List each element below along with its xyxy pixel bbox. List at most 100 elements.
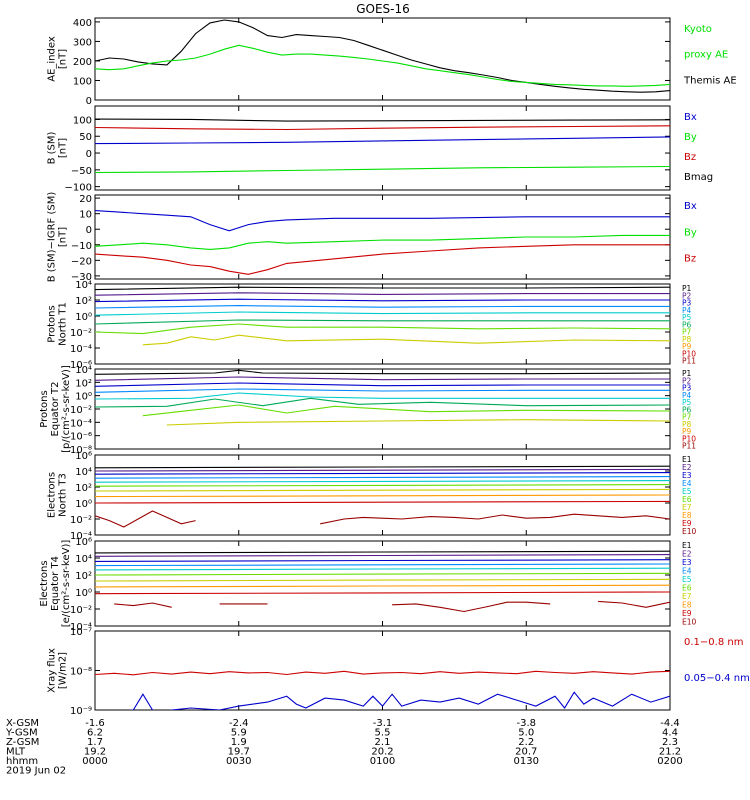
y-tick-label: 10⁻⁸ — [70, 667, 92, 678]
x-row-value: 2.3 — [662, 737, 678, 748]
legend-entry: proxy AE — [684, 50, 728, 61]
legend-entry: Bx — [684, 201, 697, 212]
series-p8 — [166, 419, 670, 426]
y-axis-label: [e/(cm²-s-sr-keV)] — [61, 540, 72, 628]
x-row-value: -1.6 — [85, 718, 105, 729]
series-e9 — [95, 500, 670, 504]
y-tick-label: 10⁴ — [75, 554, 92, 565]
y-tick-label: 10⁴ — [75, 467, 92, 478]
y-axis-label: Protons — [47, 305, 58, 342]
series-e2 — [95, 468, 670, 472]
legend-entry: P7 — [682, 413, 692, 422]
legend-entry: E6 — [682, 584, 692, 593]
x-row-label: Y-GSM — [5, 728, 38, 739]
series-p2 — [95, 292, 670, 296]
legend-entry: E9 — [682, 519, 692, 528]
series-e4 — [95, 563, 670, 567]
legend-entry: P1 — [682, 369, 692, 378]
series-p1 — [95, 369, 670, 375]
x-row-label: hhmm — [6, 756, 38, 767]
series-p6 — [95, 397, 670, 408]
series-bx — [95, 210, 670, 232]
y-tick-label: 10² — [75, 378, 92, 389]
panel-frame — [94, 17, 671, 101]
x-row-value: 21.2 — [659, 747, 681, 758]
legend-entry: P1 — [682, 284, 692, 293]
series-e7 — [95, 488, 670, 492]
legend-entry: P3 — [682, 384, 692, 393]
series-e10 — [392, 601, 551, 613]
x-row-value: 2.2 — [518, 737, 534, 748]
y-tick-label: 10⁻⁴ — [70, 344, 92, 355]
y-tick-label: −100 — [65, 183, 92, 194]
y-tick-label: 10⁻² — [70, 405, 92, 416]
legend: Kyoto proxy AE Themis AE — [683, 24, 737, 86]
series-p8 — [142, 334, 670, 346]
series-e10 — [320, 513, 670, 525]
y-tick-label: 200 — [73, 57, 92, 68]
y-tick-label: 10⁶ — [75, 451, 92, 462]
y-tick-label: 10⁻⁷ — [70, 627, 92, 638]
x-row-value: 0030 — [226, 756, 251, 767]
y-tick-label: 10⁻² — [70, 328, 92, 339]
legend-entry: E5 — [682, 575, 692, 584]
legend-entry: P6 — [682, 320, 692, 329]
x-row-value: -4.4 — [660, 718, 680, 729]
y-axis-label: North T1 — [58, 302, 69, 346]
y-tick-label: 0 — [86, 225, 92, 236]
y-axis-label: B (SM) — [47, 131, 58, 164]
series-group — [95, 550, 670, 613]
series-p5 — [95, 392, 670, 400]
series-e2 — [95, 554, 670, 557]
series-e8 — [95, 584, 670, 588]
x-date-label: 2019 Jun 02 — [6, 766, 66, 777]
y-axis-label: B (SM)−IGRF (SM) — [47, 192, 58, 283]
y-tick-label: 10⁰ — [75, 499, 92, 510]
x-row-value: -2.4 — [229, 718, 249, 729]
legend-entry: E3 — [682, 558, 692, 567]
x-row-value: 0000 — [82, 756, 107, 767]
legend-entry: P2 — [682, 376, 692, 385]
legend-entry: E1 — [682, 455, 692, 464]
y-axis-label: [p/(cm²-s-sr-keV)] — [61, 365, 72, 453]
x-row-value: 1.9 — [231, 737, 247, 748]
series-e10 — [598, 600, 670, 608]
y-axis-label: North T3 — [58, 473, 69, 517]
legend-entry: P10 — [682, 434, 696, 443]
panel-ae: 0 100 200 300 400 AE_index [nT] Kyoto proxy AE Th… — [47, 17, 737, 107]
x-row-value: 0130 — [514, 756, 539, 767]
series-e10 — [95, 510, 196, 528]
series-p1 — [95, 286, 670, 291]
panel-frame — [94, 105, 671, 191]
y-tick-label: 100 — [73, 115, 92, 126]
x-row-value: 5.9 — [231, 728, 247, 739]
y-axis-label: Xray flux — [47, 648, 58, 693]
y-tick-label: 10⁻⁴ — [70, 418, 92, 429]
legend-entry: E10 — [682, 618, 697, 627]
series-bx — [95, 136, 670, 145]
series-themis-ae — [95, 19, 670, 93]
series-e6 — [95, 484, 670, 487]
y-tick-label: 50 — [79, 132, 92, 143]
series-e10 — [114, 602, 172, 608]
legend-entry: E5 — [682, 487, 692, 496]
legend-entry: P10 — [682, 349, 696, 358]
x-row-value: 1.7 — [87, 737, 103, 748]
series-p3 — [95, 382, 670, 387]
series-0-05-0-4-nm — [128, 691, 670, 710]
panel-frame — [94, 630, 671, 711]
x-row-label: Z-GSM — [6, 737, 39, 748]
legend-entry: Bx — [684, 112, 697, 123]
legend-entry: E8 — [682, 601, 692, 610]
y-axis-label: Equator T4 — [50, 556, 61, 611]
series-p6 — [95, 319, 670, 325]
y-axis-label: [nT] — [58, 227, 69, 247]
series-p7 — [95, 323, 670, 335]
x-row-value: 19.2 — [84, 747, 106, 758]
legend-entry: E2 — [682, 550, 692, 559]
x-axis-table: X-GSM -1.6 -2.4 -3.1 -3.8 -4.4 Y-GSM 6.2 5.9 5.5 5… — [5, 718, 683, 777]
